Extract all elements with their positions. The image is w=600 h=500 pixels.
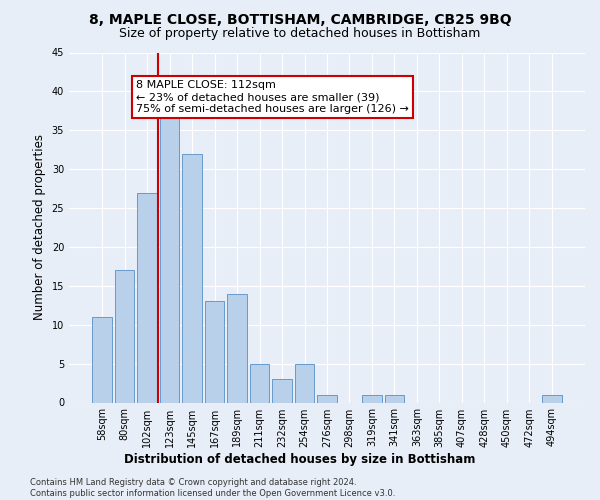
Bar	[115, 270, 134, 402]
Bar	[182, 154, 202, 402]
Bar	[205, 302, 224, 402]
Bar	[92, 317, 112, 402]
Bar	[362, 394, 382, 402]
Text: 8, MAPLE CLOSE, BOTTISHAM, CAMBRIDGE, CB25 9BQ: 8, MAPLE CLOSE, BOTTISHAM, CAMBRIDGE, CB…	[89, 12, 511, 26]
Bar	[295, 364, 314, 403]
Bar	[542, 394, 562, 402]
Bar	[385, 394, 404, 402]
Y-axis label: Number of detached properties: Number of detached properties	[33, 134, 46, 320]
Text: Size of property relative to detached houses in Bottisham: Size of property relative to detached ho…	[119, 28, 481, 40]
Text: 8 MAPLE CLOSE: 112sqm
← 23% of detached houses are smaller (39)
75% of semi-deta: 8 MAPLE CLOSE: 112sqm ← 23% of detached …	[136, 80, 409, 114]
Bar	[317, 394, 337, 402]
Text: Distribution of detached houses by size in Bottisham: Distribution of detached houses by size …	[124, 454, 476, 466]
Text: Contains HM Land Registry data © Crown copyright and database right 2024.
Contai: Contains HM Land Registry data © Crown c…	[30, 478, 395, 498]
Bar	[160, 114, 179, 403]
Bar	[227, 294, 247, 403]
Bar	[250, 364, 269, 403]
Bar	[272, 379, 292, 402]
Bar	[137, 192, 157, 402]
